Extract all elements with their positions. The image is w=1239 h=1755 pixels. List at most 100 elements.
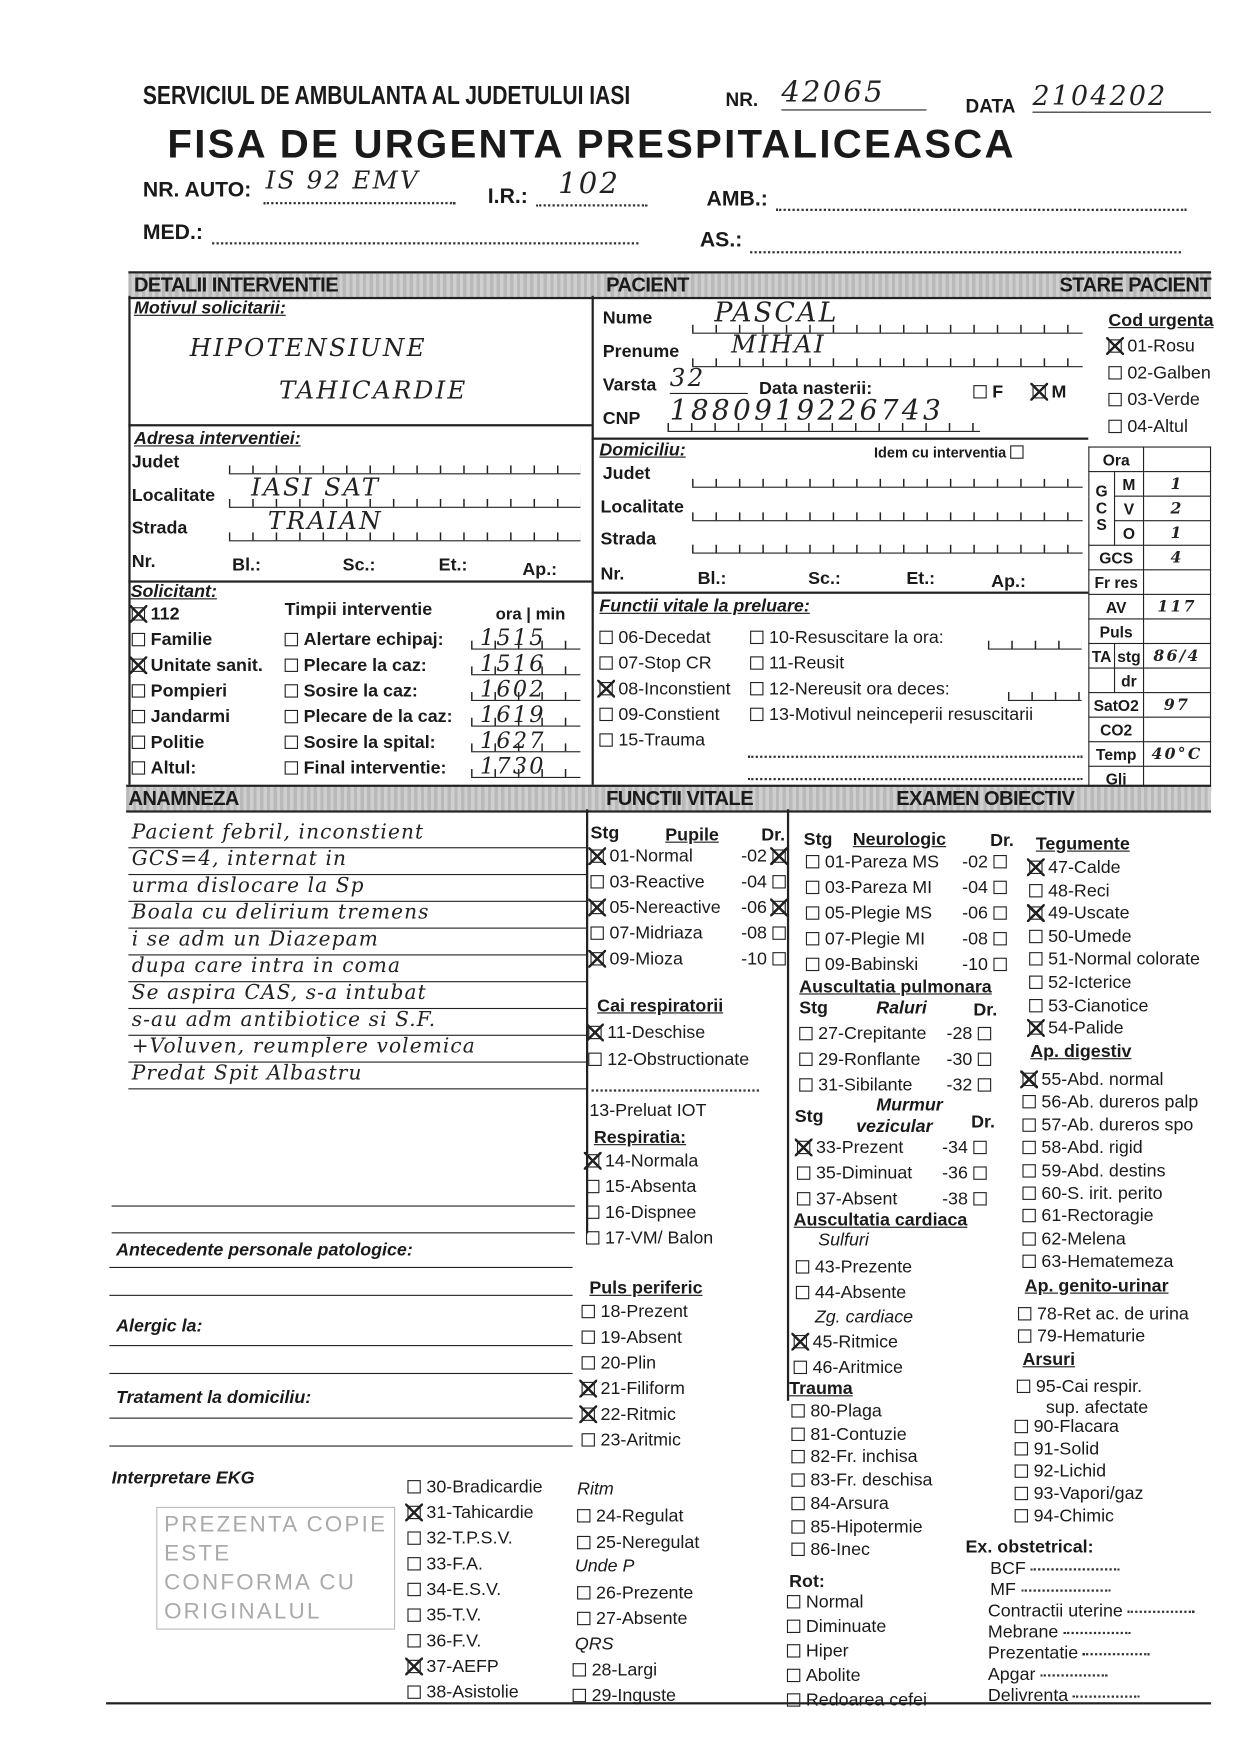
raluri-checkbox[interactable] [799, 1026, 813, 1041]
pupile-item[interactable]: 03-Reactive [590, 873, 705, 893]
raluri-dr-item[interactable]: -30 [947, 1050, 997, 1070]
neuro-dr-item[interactable]: -06 [962, 904, 1012, 924]
data-value[interactable]: 2104202 [1032, 80, 1212, 113]
functie-preluare-item[interactable]: 06-Decedat [599, 628, 711, 648]
cod-urgenta-item[interactable]: 04-Altul [1108, 417, 1188, 437]
ekg-checkbox[interactable] [407, 1531, 421, 1545]
ekg-item[interactable]: 36-F.V. [407, 1632, 481, 1652]
pupile-dr-item[interactable]: -04 [741, 873, 791, 893]
timp-checkbox[interactable] [284, 709, 299, 724]
functie-preluare-2-item[interactable]: 10-Resuscitare la ora: [750, 628, 944, 648]
ekg-checkbox[interactable] [405, 1503, 424, 1522]
med-field[interactable] [212, 241, 639, 245]
cod-urgenta-item[interactable]: 02-Galben [1108, 364, 1211, 384]
neuro-item[interactable]: 05-Plegie MS [805, 904, 932, 924]
ritm-item[interactable]: 25-Neregulat [577, 1534, 699, 1554]
raluri-checkbox[interactable] [799, 1052, 813, 1066]
pupile-item[interactable]: 05-Nereactive [588, 899, 721, 919]
ap-digestiv-item[interactable]: 58-Abd. rigid [1022, 1139, 1143, 1159]
arsuri-checkbox[interactable] [1016, 1379, 1031, 1394]
raluri-checkbox[interactable] [799, 1078, 813, 1092]
puls-periferic-item[interactable]: 19-Absent [581, 1328, 682, 1348]
functie-preluare-checkbox[interactable] [599, 656, 613, 670]
cod-urgenta-checkbox[interactable] [1108, 366, 1122, 380]
obstetrical-field[interactable] [1063, 1631, 1131, 1635]
trauma-item[interactable]: 84-Arsura [791, 1494, 889, 1514]
ap-digestiv-item[interactable]: 60-S. irit. perito [1022, 1184, 1163, 1204]
ekg-checkbox[interactable] [405, 1657, 424, 1676]
tegumente-item[interactable]: 53-Cianotice [1029, 996, 1148, 1016]
unde-p-checkbox[interactable] [577, 1586, 591, 1600]
murmur-item[interactable]: 33-Prezent [794, 1139, 903, 1159]
adresa-judet-field[interactable] [228, 459, 581, 475]
rot-item[interactable]: Abolite [786, 1666, 861, 1686]
ekg-checkbox[interactable] [407, 1480, 421, 1494]
qrs-item[interactable]: 29-Inguste [572, 1687, 676, 1707]
pupile-checkbox[interactable] [588, 847, 607, 866]
raluri-item[interactable]: 31-Sibilante [799, 1076, 912, 1096]
solicitant-checkbox[interactable] [131, 684, 146, 698]
pupile-dr-checkbox[interactable] [769, 898, 788, 917]
solicitant-item[interactable]: Unitate sanit. [129, 656, 263, 676]
solicitant-item[interactable]: Jandarmi [131, 708, 230, 728]
functie-preluare-2-checkbox[interactable] [750, 630, 764, 645]
gcs-value[interactable]: 4 [1142, 544, 1212, 571]
ap-digestiv-checkbox[interactable] [1022, 1186, 1036, 1200]
neuro-dr-item[interactable]: -08 [962, 930, 1012, 950]
cod-urgenta-checkbox[interactable] [1108, 392, 1122, 407]
respiratia-checkbox[interactable] [586, 1179, 600, 1194]
murmur-dr-checkbox[interactable] [972, 1140, 987, 1155]
ap-digestiv-checkbox[interactable] [1022, 1232, 1036, 1246]
murmur-item[interactable]: 35-Diminuat [796, 1164, 912, 1184]
ekg-item[interactable]: 34-E.S.V. [407, 1581, 501, 1601]
pupile-checkbox[interactable] [588, 949, 607, 968]
functie-preluare-item[interactable]: 15-Trauma [599, 731, 705, 751]
trauma-item[interactable]: 86-Inec [791, 1541, 870, 1561]
trauma-checkbox[interactable] [791, 1496, 805, 1510]
tegumente-item[interactable]: 52-Icterice [1029, 973, 1131, 993]
functie-preluare-2-checkbox[interactable] [750, 681, 764, 696]
zg-item[interactable]: 46-Aritmice [793, 1358, 903, 1378]
ir-value[interactable]: 102 [558, 167, 621, 201]
timp-checkbox[interactable] [284, 632, 299, 647]
sato2-value[interactable]: 97 [1142, 692, 1212, 718]
puls-periferic-checkbox[interactable] [579, 1379, 598, 1398]
puls-periferic-checkbox[interactable] [581, 1433, 595, 1447]
genito-checkbox[interactable] [1017, 1307, 1032, 1321]
obstetrical-field[interactable] [1030, 1567, 1121, 1571]
neuro-checkbox[interactable] [805, 957, 820, 972]
cod-urgenta-item[interactable]: 01-Rosu [1106, 337, 1195, 357]
timp-checkbox[interactable] [284, 658, 299, 672]
solicitant-item[interactable]: Altul: [131, 759, 196, 779]
tegumente-checkbox[interactable] [1029, 929, 1043, 943]
ap-digestiv-item[interactable]: 57-Ab. dureros spo [1022, 1116, 1193, 1136]
solicitant-item[interactable]: Politie [131, 733, 204, 753]
timp-field[interactable] [471, 763, 581, 778]
trauma-checkbox[interactable] [791, 1473, 805, 1487]
solicitant-checkbox[interactable] [131, 632, 146, 647]
respiratia-checkbox[interactable] [586, 1205, 600, 1219]
as-field[interactable] [750, 250, 1181, 254]
functie-preluare-checkbox[interactable] [599, 733, 613, 747]
obstetrical-item[interactable]: BCF [990, 1559, 1121, 1579]
domiciliu-judet-field[interactable] [692, 473, 1083, 488]
motiv-line1[interactable]: HIPOTENSIUNE [189, 334, 427, 363]
functie-preluare-item[interactable]: 09-Constient [599, 705, 720, 725]
sulfuri-checkbox[interactable] [795, 1285, 810, 1300]
functie-preluare-2-item[interactable]: 13-Motivul neinceperii resuscitarii [750, 705, 1033, 725]
puls-periferic-checkbox[interactable] [579, 1405, 598, 1424]
obstetrical-field[interactable] [1020, 1588, 1111, 1592]
functie-preluare-2-item[interactable]: 12-Nereusit ora deces: [750, 680, 950, 700]
trauma-item[interactable]: 85-Hipotermie [791, 1517, 923, 1537]
solicitant-checkbox[interactable] [129, 656, 148, 675]
timp-field[interactable] [471, 686, 581, 701]
tegumente-checkbox[interactable] [1029, 952, 1043, 966]
arsuri-checkbox[interactable] [1014, 1442, 1029, 1456]
neuro-item[interactable]: 01-Pareza MS [805, 853, 939, 873]
rot-checkbox[interactable] [786, 1595, 801, 1609]
arsuri-item[interactable]: 94-Chimic [1014, 1507, 1114, 1527]
ora-value[interactable] [1142, 446, 1212, 473]
arsuri-item[interactable]: 93-Vapori/gaz [1014, 1485, 1143, 1505]
raluri-dr-item[interactable]: -32 [947, 1076, 997, 1096]
timp-field[interactable] [471, 660, 581, 676]
